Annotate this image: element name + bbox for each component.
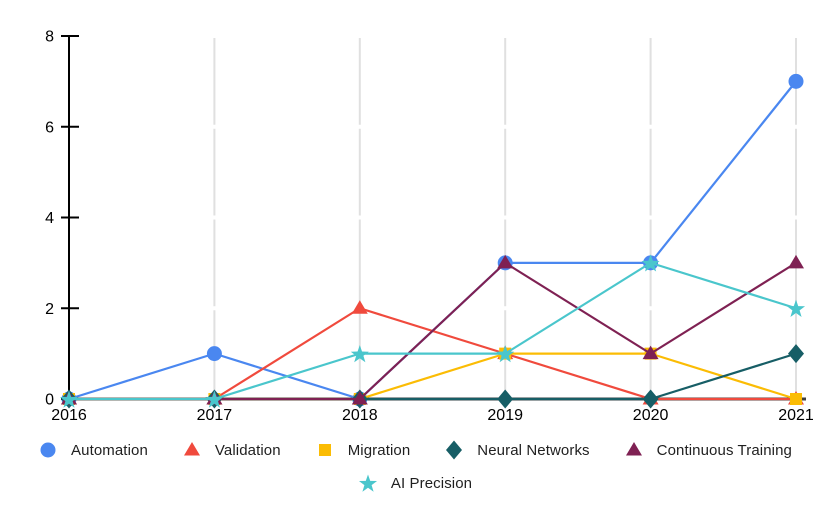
- legend-item-automation[interactable]: Automation: [38, 440, 148, 460]
- x-tick-label-2018: 2018: [342, 407, 378, 424]
- diamond-legend-glyph: [446, 440, 463, 460]
- y-tick-label: 6: [45, 119, 54, 136]
- circle-legend-glyph: [40, 442, 56, 458]
- data-point-automation-2021: [788, 73, 804, 89]
- legend-item-validation[interactable]: Validation: [182, 440, 281, 460]
- data-point-neural-networks-2021: [788, 344, 804, 364]
- series-validation: [61, 300, 804, 405]
- series-line-ai-precision: [67, 261, 798, 401]
- x-tick-label-2019: 2019: [487, 407, 523, 424]
- series-line-migration: [67, 352, 798, 401]
- legend-row: AI Precision: [358, 473, 472, 493]
- data-point-continuous-training-2020: [642, 345, 659, 360]
- data-point-ai-precision-2020: [641, 254, 660, 272]
- legend-label: Migration: [347, 441, 411, 459]
- x-tick-label-2016: 2016: [51, 407, 87, 424]
- y-tick-label: 2: [45, 301, 54, 318]
- data-point-automation-2017: [206, 346, 222, 362]
- legend-label: AI Precision: [390, 474, 473, 492]
- legend-label: Automation: [71, 441, 148, 459]
- data-point-migration-2021: [790, 393, 802, 405]
- data-point-neural-networks-2020: [642, 389, 659, 409]
- series-ai-precision: [59, 254, 806, 408]
- square-legend-glyph: [318, 444, 331, 456]
- data-point-ai-precision-2016: [59, 390, 79, 408]
- data-point-ai-precision-2021: [786, 299, 806, 317]
- triangle-legend-glyph: [625, 442, 642, 456]
- triangle-legend-icon: [183, 442, 200, 456]
- data-point-continuous-training-2019: [497, 254, 514, 269]
- circle-legend-icon: [40, 442, 56, 458]
- legend-label: Continuous Training: [656, 441, 792, 459]
- y-tick-label: 0: [45, 392, 54, 409]
- data-point-continuous-training-2021: [788, 254, 804, 269]
- series-line-automation: [67, 80, 798, 401]
- x-tick-label-2017: 2017: [197, 407, 233, 424]
- data-point-continuous-training-2018: [351, 391, 368, 405]
- chart-plot-area: 0 2 4 6 8 2016 2017 2018 2019 2020 2021: [45, 29, 814, 425]
- x-tick-label-2020: 2020: [633, 407, 669, 424]
- data-point-ai-precision-2019: [496, 345, 515, 363]
- data-point-neural-networks-2019: [497, 389, 514, 409]
- diamond-legend-icon: [446, 440, 463, 460]
- legend-item-neural-networks[interactable]: Neural Networks: [444, 440, 590, 460]
- legend-row: Automation Validation Migration Neural Netw…: [38, 440, 792, 460]
- series-migration: [63, 347, 802, 405]
- x-tick-label-2021: 2021: [778, 407, 814, 424]
- series-line-continuous-training: [67, 261, 798, 401]
- y-tick-label: 4: [45, 210, 54, 227]
- legend-item-ai-precision[interactable]: AI Precision: [358, 473, 472, 493]
- data-point-ai-precision-2017: [205, 390, 224, 408]
- series-continuous-training: [61, 254, 804, 405]
- legend-label: Validation: [214, 441, 281, 459]
- series-automation: [61, 73, 804, 407]
- triangle-legend-icon: [625, 442, 642, 456]
- triangle-legend-glyph: [183, 442, 200, 456]
- star-legend-glyph: [358, 474, 377, 492]
- legend-item-continuous-training[interactable]: Continuous Training: [624, 440, 792, 460]
- y-tick-label: 8: [45, 29, 54, 46]
- legend-item-migration[interactable]: Migration: [315, 440, 411, 460]
- chart-legend: Automation Validation Migration Neural Netw…: [0, 440, 830, 493]
- data-point-ai-precision-2018: [350, 345, 369, 363]
- star-legend-icon: [358, 474, 377, 492]
- legend-label: Neural Networks: [477, 441, 590, 459]
- square-legend-icon: [318, 444, 331, 456]
- data-point-validation-2018: [351, 300, 368, 314]
